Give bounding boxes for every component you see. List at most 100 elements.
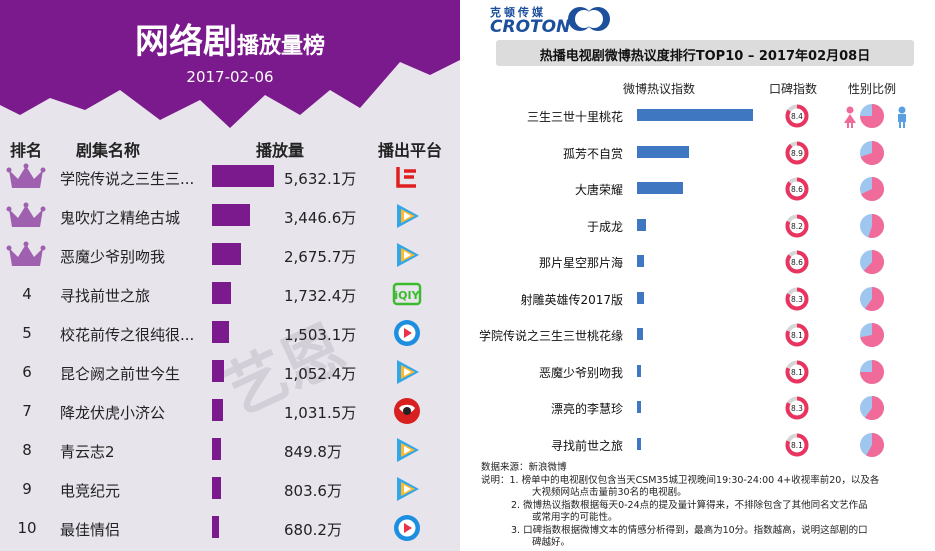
rating-donut: 8.1 (785, 323, 809, 347)
rank-number: 10 (17, 519, 37, 537)
series-name: 学院传说之三生三... (60, 170, 195, 188)
rank-number: 4 (22, 285, 32, 303)
drama-name: 寻找前世之旅 (550, 438, 623, 453)
tencent-video-icon (397, 243, 419, 267)
left-title-sub: 播放量榜 (236, 34, 325, 59)
header-platform: 播出平台 (378, 141, 443, 160)
plays-row: 7 降龙伏虎小济公 1,031.5万 (0, 392, 460, 431)
plays-bar (212, 477, 221, 499)
drama-name: 三生三世十里桃花 (526, 110, 623, 124)
rank-number: 6 (22, 363, 32, 381)
plays-value: 1,052.4万 (284, 365, 357, 383)
rating-donut: 8.1 (785, 360, 809, 383)
header-plays: 播放量 (256, 141, 305, 160)
platform (392, 357, 422, 387)
footnote-1b: 大视频网站点击量前30名的电视剧。 (532, 487, 687, 498)
header-name: 剧集名称 (76, 141, 141, 160)
rank-number: 8 (22, 441, 32, 459)
plays-bar (212, 321, 229, 343)
header-gender: 性别比例 (848, 82, 897, 96)
heat-bar (637, 291, 644, 304)
left-date: 2017-02-06 (186, 68, 274, 86)
logo-cn: 克顿传媒 (490, 6, 546, 19)
rating-donut: 8.3 (785, 396, 809, 420)
series-name: 恶魔少爷别吻我 (60, 248, 166, 266)
plays-row: 学院传说之三生三... 5,632.1万 (0, 158, 460, 197)
plays-value: 5,632.1万 (284, 170, 357, 188)
plays-row: 4 寻找前世之旅 1,732.4万 iQIY (0, 275, 460, 314)
crown-icon (6, 202, 46, 227)
plays-row: 鬼吹灯之精绝古城 3,446.6万 (0, 197, 460, 236)
drama-name: 于成龙 (586, 219, 623, 234)
gender-pie (860, 250, 885, 274)
tencent-video-icon (397, 438, 419, 462)
heat-bar (637, 255, 644, 267)
letv-icon (396, 167, 416, 188)
rating-donut: 8.3 (785, 287, 809, 310)
footnote-2: 2. 微博热议指数根据每天0-24点的提及量计算得来，不排除包含了其他同名文艺作… (511, 500, 868, 511)
gender-pie (860, 323, 884, 347)
rating-value: 8.3 (791, 404, 803, 413)
footnote-source: 数据来源：新浪微博 (481, 462, 567, 473)
plays-row: 10 最佳情侣 680.2万 (0, 509, 460, 548)
heat-bar (637, 328, 643, 340)
rating-value: 8.4 (791, 112, 803, 121)
plays-value: 849.8万 (284, 443, 342, 461)
title-bar (496, 40, 914, 66)
series-name: 鬼吹灯之精绝古城 (60, 209, 181, 227)
tencent-video-icon (397, 360, 419, 384)
series-name: 降龙伏虎小济公 (60, 404, 166, 422)
logo-en: CROTON (490, 17, 571, 37)
gender-pie (860, 286, 885, 311)
gender-pie (860, 396, 885, 420)
plays-value: 803.6万 (284, 482, 342, 500)
drama-name: 那片星空那片海 (538, 256, 623, 270)
footnote-2b: 或常用字的可能性。 (532, 512, 618, 523)
rating-donut: 8.9 (785, 141, 809, 164)
drama-name: 孤芳不自赏 (562, 146, 623, 161)
plays-bar (212, 243, 241, 265)
rank-number: 5 (22, 324, 32, 342)
drama-name: 大唐荣耀 (574, 183, 623, 197)
plays-bar (212, 165, 274, 187)
platform (392, 240, 422, 270)
rating-donut: 8.2 (785, 214, 809, 237)
crown (6, 201, 46, 231)
plays-row: 5 校花前传之很纯很... 1,503.1万 (0, 314, 460, 353)
footnote-1: 说明：1. 榜单中的电视剧仅包含当天CSM35城卫视晚间19:30-24:00 … (481, 475, 880, 486)
plays-row: 8 青云志2 849.8万 (0, 431, 460, 470)
plays-row: 6 昆仑阙之前世今生 1,052.4万 (0, 353, 460, 392)
croton-logo-icon (568, 7, 610, 31)
header-rank: 排名 (10, 141, 43, 160)
left-title-main: 网络剧 (134, 22, 237, 62)
platform (392, 318, 422, 348)
gender-pie (860, 177, 884, 201)
iqiyi-icon: iQIY (392, 282, 422, 306)
heat-bar (637, 437, 641, 450)
series-name: 昆仑阙之前世今生 (60, 365, 181, 383)
series-name: 校花前传之很纯很... (60, 326, 195, 344)
plays-row: 9 电竞纪元 803.6万 (0, 470, 460, 509)
svg-text:iQIY: iQIY (394, 289, 420, 302)
left-title: 网络剧播放量榜 (0, 14, 460, 63)
platform (392, 435, 422, 465)
platform (392, 162, 422, 192)
rank-number: 7 (22, 402, 32, 420)
plays-bar (212, 399, 223, 421)
rating-donut: 8.6 (785, 250, 809, 274)
right-title: 热播电视剧微博热议度排行TOP10 – 2017年02月08日 (539, 49, 871, 64)
heat-bar (637, 401, 641, 413)
series-name: 最佳情侣 (60, 521, 121, 539)
platform (392, 513, 422, 543)
plays-bar (212, 204, 250, 226)
drama-name: 漂亮的李慧珍 (550, 402, 623, 416)
tencent-video-icon (397, 477, 419, 501)
plays-value: 2,675.7万 (284, 248, 357, 266)
plays-row: 恶魔少爷别吻我 2,675.7万 (0, 236, 460, 275)
left-panel: 网络剧播放量榜 2017-02-06 排名 剧集名称 播放量 播出平台 艺恩 学… (0, 0, 460, 551)
rating-value: 8.9 (791, 149, 803, 158)
platform: iQIY (392, 279, 422, 309)
right-panel: 克顿传媒 CROTON 热播电视剧微博热议度排行TOP10 – 2017年02月… (463, 0, 935, 551)
plays-value: 1,503.1万 (284, 326, 357, 344)
plays-value: 1,732.4万 (284, 287, 357, 305)
